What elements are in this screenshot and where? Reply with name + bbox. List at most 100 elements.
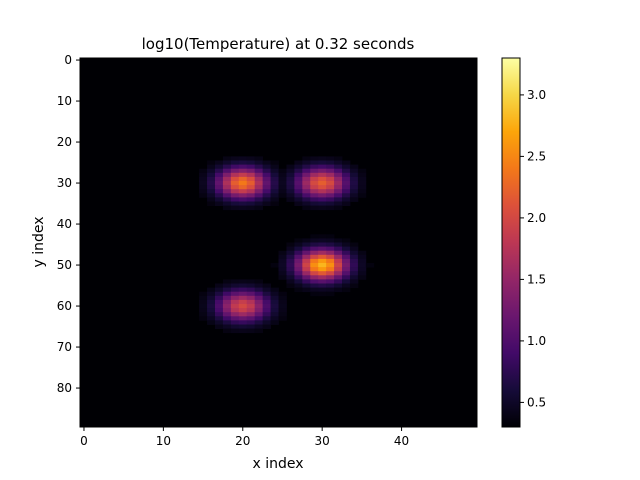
heatmap-cell: [310, 205, 319, 211]
heatmap-cell: [294, 254, 303, 260]
heatmap-cell: [222, 308, 232, 313]
heatmap-cell: [318, 238, 327, 243]
y-tick-label: 70: [57, 340, 72, 354]
colorbar-tick-label: 0.5: [527, 395, 546, 409]
heatmap-cell: [238, 181, 248, 186]
heatmap-cell: [310, 160, 319, 165]
heatmap-cell: [334, 176, 343, 182]
heatmap-cell: [207, 316, 216, 321]
heatmap-cell: [302, 263, 311, 268]
heatmap-cell: [294, 287, 303, 293]
heatmap-cell: [214, 168, 224, 174]
heatmap-cell: [286, 176, 295, 182]
heatmap-cells: [199, 156, 375, 334]
heatmap-cell: [342, 176, 351, 182]
heatmap-cell: [270, 189, 279, 194]
heatmap-cell: [334, 238, 343, 243]
heatmap-cell: [310, 271, 319, 276]
heatmap-cell: [349, 250, 359, 256]
heatmap-cell: [230, 185, 240, 190]
heatmap-cell: [318, 291, 327, 297]
heatmap-cell: [326, 197, 335, 202]
heatmap-cell: [318, 181, 327, 186]
heatmap-cell: [262, 291, 271, 297]
heatmap-cell: [310, 250, 319, 256]
heatmap-cell: [302, 279, 311, 284]
heatmap-cell: [349, 254, 359, 260]
heatmap-cell: [318, 234, 327, 239]
heatmap-cell: [222, 181, 232, 186]
heatmap-cell: [270, 320, 279, 325]
heatmap-cell: [294, 267, 303, 272]
heatmap-cell: [254, 185, 264, 190]
heatmap-cell: [326, 258, 335, 264]
heatmap-cell: [262, 316, 271, 321]
y-tick-label: 50: [57, 258, 72, 272]
heatmap-cell: [278, 275, 287, 280]
heatmap-cell: [238, 299, 248, 305]
colorbar-ticks: 0.5 1.0 1.5 2.0 2.5 3.0: [520, 88, 546, 409]
heatmap-cell: [222, 287, 232, 293]
heatmap-cell: [334, 205, 343, 211]
heatmap-cell: [222, 283, 232, 288]
heatmap-cell: [318, 193, 327, 198]
heatmap-cell: [357, 254, 367, 260]
heatmap-cell: [207, 299, 216, 305]
heatmap-cell: [262, 287, 271, 293]
heatmap-cell: [254, 193, 264, 198]
heatmap-cell: [326, 172, 335, 178]
heatmap-cell: [334, 283, 343, 288]
heatmap-cell: [246, 156, 256, 161]
heatmap-cell: [254, 287, 264, 293]
heatmap-cell: [254, 197, 264, 202]
heatmap-cell: [349, 279, 359, 284]
heatmap-cell: [357, 267, 367, 272]
heatmap-cell: [302, 287, 311, 293]
heatmap-cell: [230, 156, 240, 161]
heatmap-cell: [246, 316, 256, 321]
heatmap-cell: [318, 205, 327, 211]
heatmap-cell: [286, 246, 295, 252]
heatmap-cell: [302, 197, 311, 202]
heatmap-cell: [230, 295, 240, 301]
heatmap-cell: [230, 160, 240, 165]
heatmap-cell: [230, 316, 240, 321]
heatmap-cell: [302, 258, 311, 264]
heatmap-cell: [342, 250, 351, 256]
heatmap-cell: [254, 164, 264, 170]
heatmap-cell: [326, 160, 335, 165]
heatmap-cell: [238, 295, 248, 301]
heatmap-cell: [286, 185, 295, 190]
heatmap-cell: [246, 201, 256, 206]
colorbar: 0.5 1.0 1.5 2.0 2.5 3.0: [501, 57, 546, 428]
heatmap-cell: [326, 238, 335, 243]
heatmap-cell: [349, 283, 359, 288]
heatmap-cell: [294, 242, 303, 247]
heatmap-cell: [270, 172, 279, 178]
heatmap-cell: [254, 304, 264, 309]
heatmap-cell: [207, 168, 216, 174]
heatmap-cell: [349, 242, 359, 247]
heatmap-cell: [286, 254, 295, 260]
heatmap-cell: [302, 271, 311, 276]
heatmap-cell: [334, 201, 343, 206]
heatmap-cell: [286, 271, 295, 276]
heatmap-cell: [310, 193, 319, 198]
heatmap-cell: [270, 308, 279, 313]
heatmap-cell: [222, 299, 232, 305]
heatmap-cell: [254, 283, 264, 288]
heatmap-cell: [270, 291, 279, 297]
heatmap-cell: [342, 201, 351, 206]
heatmap-cell: [246, 283, 256, 288]
heatmap-cell: [246, 320, 256, 325]
heatmap-cell: [214, 308, 224, 313]
heatmap-cell: [214, 304, 224, 309]
heatmap-cell: [207, 320, 216, 325]
heatmap-cell: [199, 308, 208, 313]
y-axis-label: y index: [31, 216, 47, 267]
heatmap-cell: [286, 242, 295, 247]
heatmap-cell: [262, 308, 271, 313]
heatmap-cell: [262, 193, 271, 198]
heatmap-cell: [349, 271, 359, 276]
heatmap-cell: [222, 304, 232, 309]
